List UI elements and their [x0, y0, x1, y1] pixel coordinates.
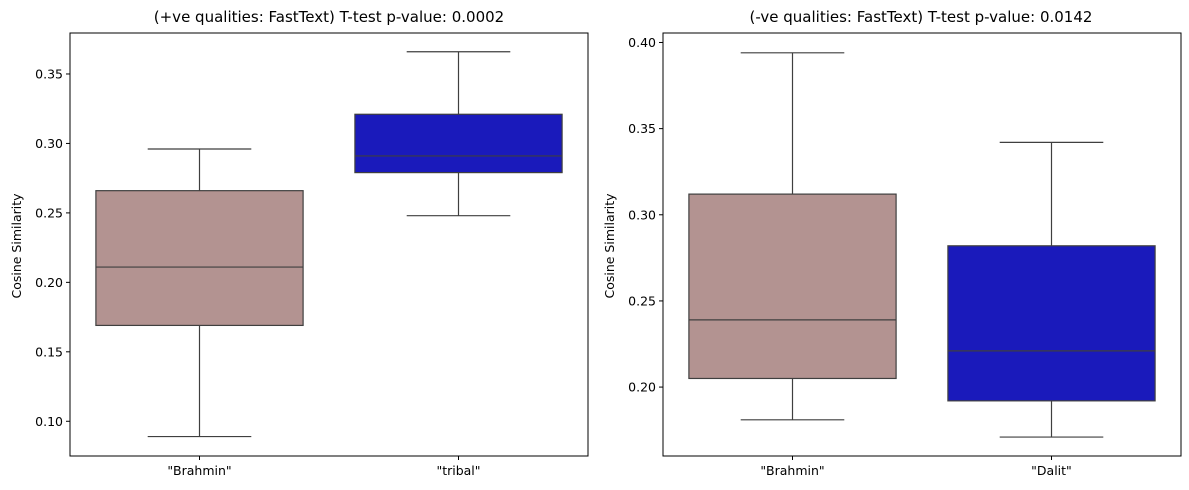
left-y-tick-label: 0.35	[35, 66, 63, 81]
left-y-tick-label: 0.30	[35, 136, 63, 151]
iqr-box	[354, 113, 563, 174]
left-y-tick-label: 0.25	[35, 205, 63, 220]
right-y-tick-label: 0.40	[628, 35, 656, 50]
right-y-tick-label: 0.35	[628, 121, 656, 136]
right-x-tick-label: "Dalit"	[1031, 463, 1072, 478]
right-y-tick-label: 0.20	[628, 380, 656, 395]
right-plot-area: "Brahmin" "Dalit" 0.20 0.25 0.30 0.35 0.40	[628, 32, 1182, 478]
left-y-tick-label: 0.15	[35, 344, 63, 359]
left-y-tick-label: 0.20	[35, 275, 63, 290]
iqr-box	[947, 245, 1156, 402]
right-chart-title: (-ve qualities: FastText) T-test p-value…	[750, 8, 1093, 26]
left-box-0	[95, 148, 304, 438]
right-box-1	[947, 141, 1156, 438]
right-axes-frame	[662, 32, 1182, 457]
left-plot-area: "Brahmin" "tribal" 0.10 0.15 0.20 0.25 0.30 0.3…	[35, 32, 589, 478]
right-y-tick-label: 0.30	[628, 207, 656, 222]
left-x-tick-label: "Brahmin"	[167, 463, 231, 478]
left-axes-frame	[69, 32, 589, 457]
right-box-0	[688, 52, 897, 421]
left-chart-title: (+ve qualities: FastText) T-test p-value…	[154, 8, 504, 26]
left-box-1	[354, 51, 563, 217]
right-x-tick-label: "Brahmin"	[760, 463, 824, 478]
left-y-tick-label: 0.10	[35, 414, 63, 429]
left-y-axis-label: Cosine Similarity	[9, 193, 24, 299]
right-y-axis-label: Cosine Similarity	[602, 193, 617, 299]
left-x-tick-label: "tribal"	[436, 463, 480, 478]
right-y-tick-label: 0.25	[628, 293, 656, 308]
iqr-box	[95, 190, 304, 327]
iqr-box	[688, 193, 897, 380]
